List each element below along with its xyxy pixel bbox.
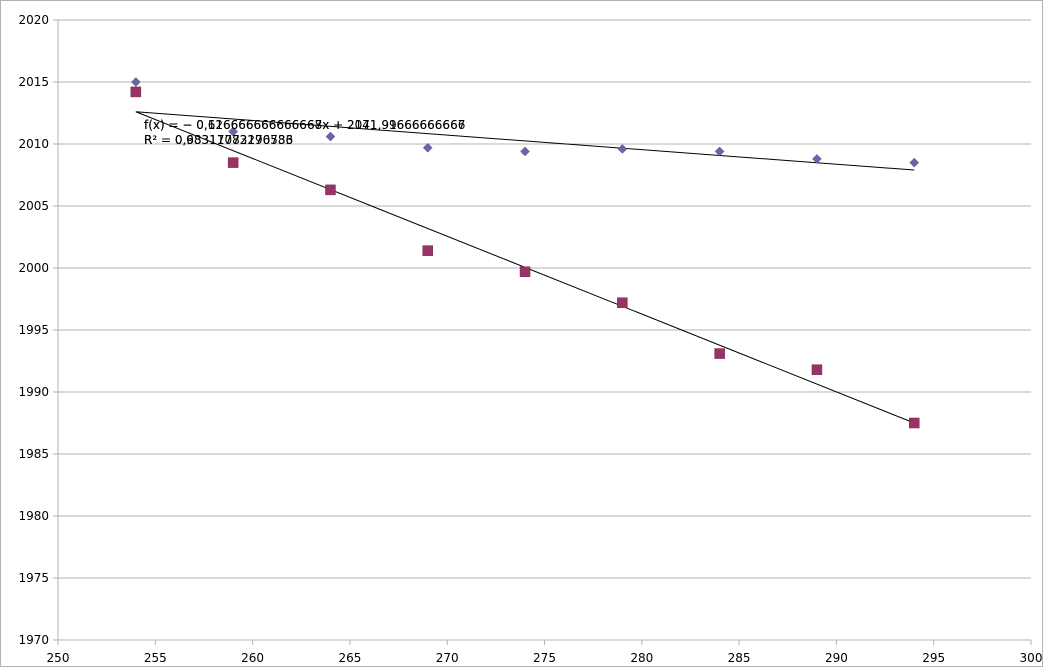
trendline-equation-1: f(x) = − 0,116666666666668x + 2041,91666… <box>144 118 465 132</box>
data-point-series-1 <box>909 157 920 168</box>
trendline-equations: f(x) = − 0,116666666666668x + 2041,91666… <box>144 118 465 147</box>
data-point-series-1 <box>812 154 822 164</box>
x-tick-label: 255 <box>144 651 167 665</box>
y-tick-label: 1975 <box>18 571 49 585</box>
trendline-r2-1: R² = 0,68317073170733 <box>144 133 293 147</box>
axes <box>53 19 1032 645</box>
data-point-series-2 <box>227 157 239 168</box>
x-tick-label: 300 <box>1020 651 1043 665</box>
data-point-series-2 <box>811 364 823 375</box>
x-tick-labels: 250 255 260 265 270 275 280 285 290 295 300 <box>47 651 1043 665</box>
data-point-series-2 <box>325 184 336 196</box>
data-point-series-1 <box>714 146 725 157</box>
x-tick-label: 295 <box>922 651 945 665</box>
data-point-series-2 <box>519 266 531 277</box>
data-point-series-2 <box>422 245 433 256</box>
y-tick-label: 1980 <box>18 509 49 523</box>
trendline-equation-2: f(x) = − 0,626666666666667x + 2171,99666… <box>144 118 465 132</box>
x-tick-label: 285 <box>728 651 751 665</box>
trendline-r2-2: R² = 0,98311782296586 <box>144 133 293 147</box>
x-tick-label: 265 <box>338 651 361 665</box>
gridlines <box>58 19 1031 641</box>
data-points <box>130 77 920 429</box>
data-point-series-1 <box>520 146 530 157</box>
y-tick-labels: 1970 1975 1980 1985 1990 1995 2000 2005 2010 2015… <box>18 13 49 647</box>
data-point-series-2 <box>617 297 628 308</box>
y-tick-label: 1985 <box>18 447 49 461</box>
x-tick-label: 270 <box>436 651 459 665</box>
x-tick-label: 275 <box>533 651 556 665</box>
y-tick-label: 2020 <box>18 13 49 27</box>
data-point-series-1 <box>130 77 141 87</box>
data-point-series-1 <box>228 126 238 137</box>
data-point-series-1 <box>617 144 628 154</box>
data-point-series-2 <box>714 348 725 359</box>
trendline-1 <box>135 111 915 171</box>
x-tick-label: 250 <box>47 651 70 665</box>
y-tick-label: 1995 <box>18 323 49 337</box>
y-tick-label: 2005 <box>18 199 49 213</box>
y-tick-label: 2015 <box>18 75 49 89</box>
data-point-series-2 <box>908 417 920 429</box>
data-point-series-1 <box>325 131 336 142</box>
x-tick-label: 290 <box>825 651 848 665</box>
y-tick-label: 2010 <box>18 137 49 151</box>
x-tick-label: 280 <box>630 651 653 665</box>
data-point-series-2 <box>130 86 142 98</box>
y-tick-label: 2000 <box>18 261 49 275</box>
x-tick-label: 260 <box>241 651 264 665</box>
y-tick-label: 1990 <box>18 385 49 399</box>
y-tick-label: 1970 <box>18 633 49 647</box>
data-point-series-1 <box>422 142 433 153</box>
